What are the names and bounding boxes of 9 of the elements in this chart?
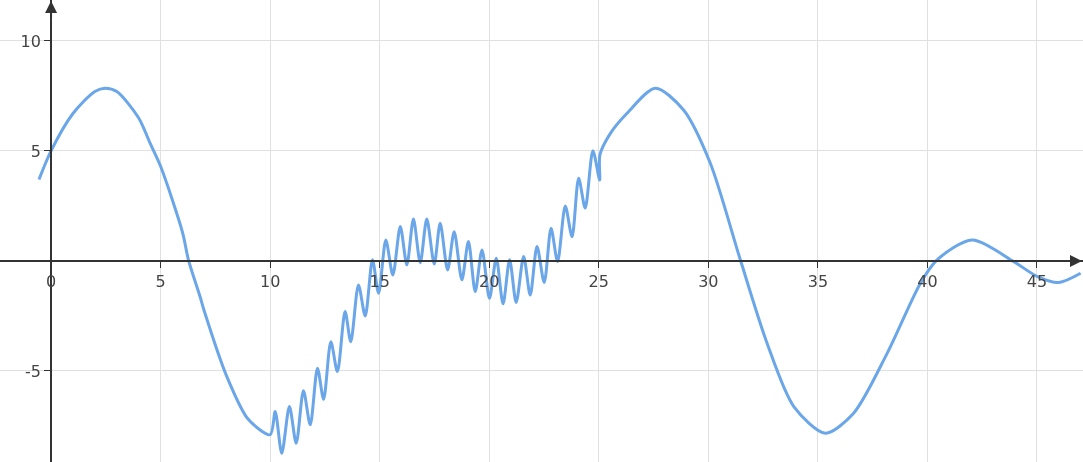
- x-tick-label: 30: [698, 272, 719, 292]
- y-tick-label: -5: [24, 361, 41, 381]
- x-tick-label: 35: [807, 272, 829, 292]
- x-tick-label: 5: [155, 272, 166, 292]
- y-tick-label: 10: [20, 31, 41, 51]
- y-tick-label: 5: [30, 141, 41, 161]
- x-tick-label: 45: [1026, 272, 1048, 292]
- x-tick-label: 10: [259, 272, 281, 292]
- x-tick-label: 25: [588, 272, 609, 292]
